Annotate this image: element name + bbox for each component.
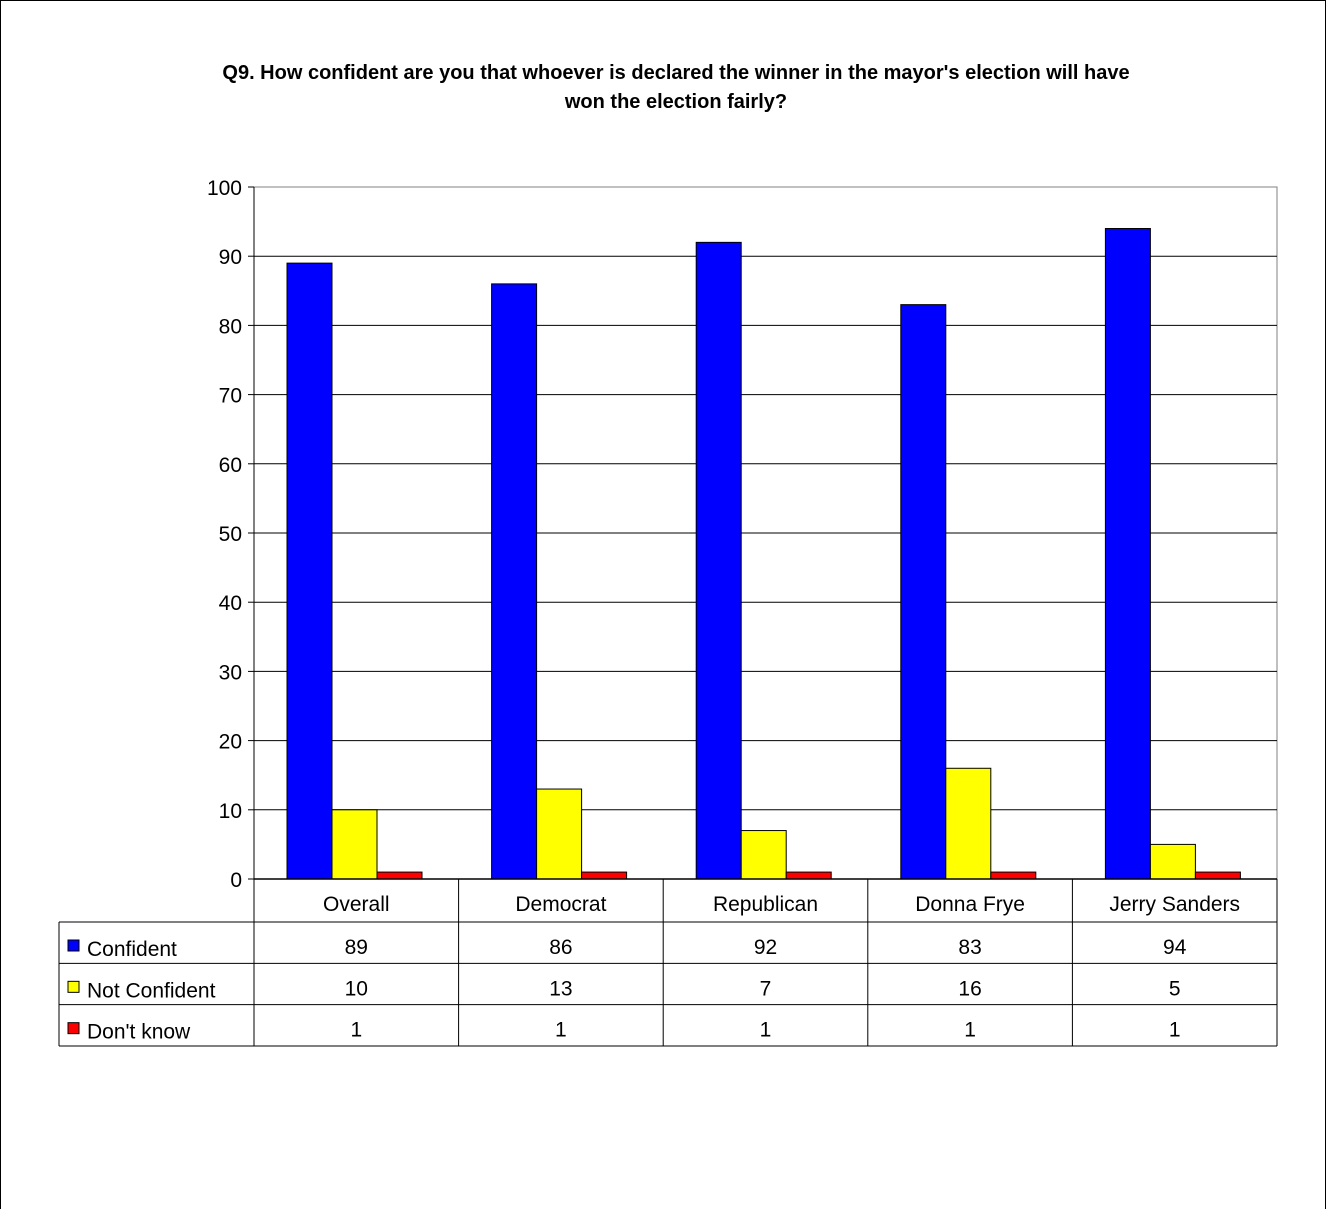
- legend-key: [67, 939, 80, 952]
- table-value: 1: [350, 1019, 362, 1042]
- y-tick-label: 20: [219, 731, 242, 754]
- chart-title: Q9. How confident are you that whoever i…: [222, 62, 1130, 113]
- table-value: 89: [345, 936, 368, 959]
- bar-confident: [1104, 228, 1151, 880]
- bar-not-confident: [536, 788, 583, 880]
- table-value: 1: [1169, 1019, 1181, 1042]
- legend-key: [67, 980, 80, 993]
- table-value: 1: [555, 1019, 567, 1042]
- bar-not-confident: [945, 767, 992, 880]
- table-value: 10: [345, 977, 368, 1000]
- y-tick-label: 50: [219, 523, 242, 546]
- table-value: 86: [549, 936, 572, 959]
- y-tick-label: 80: [219, 315, 242, 338]
- table-value: 13: [549, 977, 572, 1000]
- legend-label: Confident: [87, 938, 177, 961]
- bar-don-t-know: [785, 871, 832, 880]
- y-tick-label: 10: [219, 800, 242, 823]
- bar-don-t-know: [990, 871, 1037, 880]
- table-value: 83: [958, 936, 981, 959]
- y-tick-label: 90: [219, 246, 242, 269]
- category-label: Democrat: [515, 893, 606, 916]
- table-value: 94: [1163, 936, 1187, 959]
- y-tick-label: 70: [219, 385, 242, 408]
- bar-confident: [286, 262, 333, 880]
- category-label: Donna Frye: [915, 893, 1025, 916]
- table-value: 1: [760, 1019, 772, 1042]
- y-tick-label: 40: [219, 592, 242, 615]
- legend-key: [67, 1022, 80, 1035]
- bar-don-t-know: [581, 871, 628, 880]
- table-value: 16: [958, 977, 981, 1000]
- bar-don-t-know: [376, 871, 423, 880]
- bar-confident: [900, 304, 947, 880]
- y-tick-label: 100: [207, 177, 242, 200]
- bar-confident: [695, 241, 742, 880]
- category-label: Jerry Sanders: [1109, 893, 1240, 916]
- bar-not-confident: [331, 809, 378, 880]
- y-tick-label: 30: [219, 661, 242, 684]
- table-value: 5: [1169, 977, 1181, 1000]
- bar-not-confident: [1149, 843, 1196, 880]
- table-value: 7: [760, 977, 772, 1000]
- legend-label: Not Confident: [87, 979, 216, 1002]
- y-tick-label: 0: [230, 869, 242, 892]
- y-tick-label: 60: [219, 454, 242, 477]
- bar-don-t-know: [1194, 871, 1241, 880]
- table-value: 1: [964, 1019, 976, 1042]
- category-label: Republican: [713, 893, 818, 916]
- legend-label: Don't know: [87, 1021, 191, 1044]
- table-value: 92: [754, 936, 777, 959]
- bar-not-confident: [740, 830, 787, 880]
- category-label: Overall: [323, 893, 390, 916]
- bar-confident: [491, 283, 538, 880]
